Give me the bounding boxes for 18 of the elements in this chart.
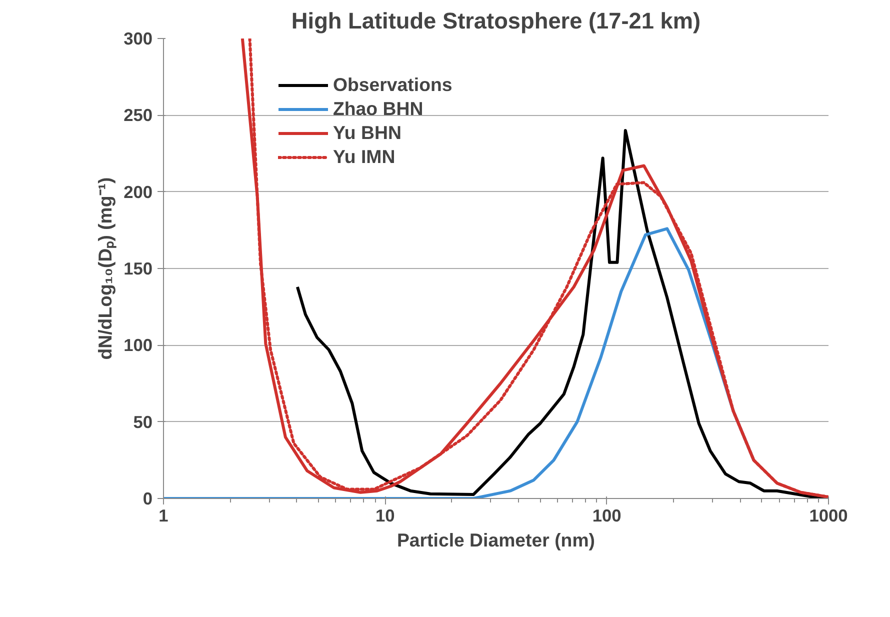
x-tick-label: 1 bbox=[158, 506, 169, 526]
legend-label: Zhao BHN bbox=[333, 98, 424, 120]
x-tick-label: 100 bbox=[592, 506, 622, 526]
legend-label: Yu IMN bbox=[333, 146, 396, 168]
y-tick-label: 300 bbox=[124, 28, 153, 48]
legend-label: Observations bbox=[333, 74, 452, 96]
y-tick-label: 0 bbox=[142, 488, 153, 508]
x-tick-label: 10 bbox=[376, 506, 395, 526]
y-tick-label: 200 bbox=[124, 182, 153, 202]
y-tick-label: 250 bbox=[124, 105, 153, 126]
y-tick-label: 50 bbox=[133, 412, 153, 432]
x-tick-label: 1000 bbox=[809, 506, 848, 526]
chart-title: High Latitude Stratosphere (17-21 km) bbox=[291, 8, 701, 34]
x-axis-title: Particle Diameter (nm) bbox=[396, 530, 596, 550]
y-tick-label: 150 bbox=[124, 258, 153, 278]
y-axis-title: dN/dLog₁₀(Dₚ) (mg⁻¹) bbox=[94, 177, 117, 360]
legend-label: Yu BHN bbox=[333, 122, 402, 144]
y-tick-label: 100 bbox=[124, 335, 153, 356]
